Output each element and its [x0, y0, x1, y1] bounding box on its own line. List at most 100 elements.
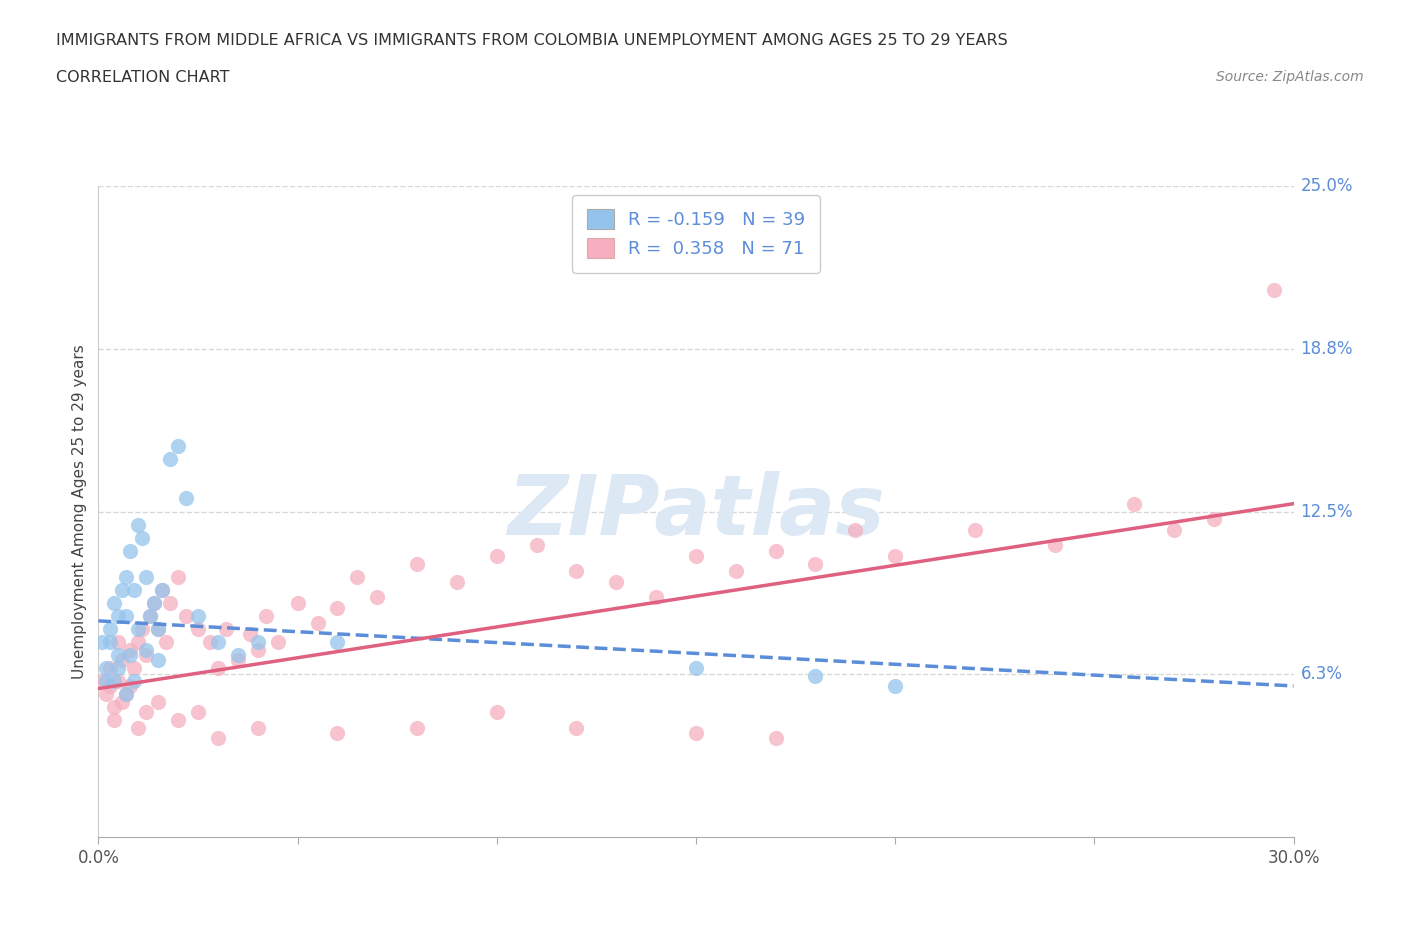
- Point: [198, 634, 221, 649]
- Point: [148, 621, 170, 636]
- Point: [1123, 497, 1146, 512]
- Point: [187, 705, 209, 720]
- Point: [239, 627, 262, 642]
- Point: [406, 556, 429, 571]
- Text: ZIPatlas: ZIPatlas: [508, 471, 884, 552]
- Text: 12.5%: 12.5%: [1301, 502, 1353, 521]
- Point: [111, 694, 134, 709]
- Text: IMMIGRANTS FROM MIDDLE AFRICA VS IMMIGRANTS FROM COLOMBIA UNEMPLOYMENT AMONG AGE: IMMIGRANTS FROM MIDDLE AFRICA VS IMMIGRA…: [56, 33, 1008, 47]
- Point: [96, 660, 118, 675]
- Point: [804, 556, 827, 571]
- Point: [148, 621, 170, 636]
- Point: [127, 517, 149, 532]
- Point: [765, 731, 787, 746]
- Point: [207, 660, 229, 675]
- Point: [143, 595, 166, 610]
- Point: [254, 608, 277, 623]
- Point: [124, 582, 146, 597]
- Text: 6.3%: 6.3%: [1301, 665, 1343, 684]
- Point: [124, 660, 146, 675]
- Point: [115, 608, 138, 623]
- Point: [107, 673, 129, 688]
- Point: [98, 634, 122, 649]
- Point: [135, 705, 157, 720]
- Point: [1263, 283, 1285, 298]
- Point: [148, 694, 170, 709]
- Point: [159, 452, 181, 467]
- Point: [366, 590, 388, 604]
- Point: [485, 549, 508, 564]
- Point: [98, 679, 122, 694]
- Point: [131, 621, 153, 636]
- Point: [884, 679, 907, 694]
- Point: [526, 538, 548, 552]
- Point: [246, 642, 269, 657]
- Point: [1202, 512, 1225, 526]
- Point: [148, 653, 170, 668]
- Point: [135, 569, 157, 584]
- Point: [307, 616, 329, 631]
- Point: [91, 673, 114, 688]
- Point: [120, 543, 142, 558]
- Point: [135, 642, 157, 657]
- Text: Source: ZipAtlas.com: Source: ZipAtlas.com: [1216, 70, 1364, 84]
- Point: [107, 634, 129, 649]
- Point: [127, 621, 149, 636]
- Point: [446, 575, 468, 590]
- Point: [565, 720, 588, 735]
- Point: [226, 653, 249, 668]
- Point: [884, 549, 907, 564]
- Point: [120, 647, 142, 662]
- Point: [98, 660, 122, 675]
- Point: [91, 634, 114, 649]
- Point: [485, 705, 508, 720]
- Point: [120, 679, 142, 694]
- Point: [107, 608, 129, 623]
- Point: [406, 720, 429, 735]
- Point: [226, 647, 249, 662]
- Point: [103, 673, 125, 688]
- Point: [167, 712, 190, 727]
- Point: [120, 642, 142, 657]
- Point: [167, 569, 190, 584]
- Point: [127, 720, 149, 735]
- Point: [207, 731, 229, 746]
- Point: [96, 686, 118, 701]
- Legend: R = -0.159   N = 39, R =  0.358   N = 71: R = -0.159 N = 39, R = 0.358 N = 71: [572, 195, 820, 272]
- Point: [155, 634, 177, 649]
- Point: [115, 686, 138, 701]
- Point: [98, 621, 122, 636]
- Point: [103, 699, 125, 714]
- Point: [246, 720, 269, 735]
- Point: [215, 621, 238, 636]
- Point: [150, 582, 173, 597]
- Point: [765, 543, 787, 558]
- Point: [159, 595, 181, 610]
- Y-axis label: Unemployment Among Ages 25 to 29 years: Unemployment Among Ages 25 to 29 years: [72, 344, 87, 679]
- Point: [131, 530, 153, 545]
- Point: [124, 673, 146, 688]
- Point: [127, 634, 149, 649]
- Point: [326, 725, 349, 740]
- Point: [174, 608, 197, 623]
- Point: [645, 590, 668, 604]
- Point: [326, 601, 349, 616]
- Point: [246, 634, 269, 649]
- Point: [115, 569, 138, 584]
- Point: [143, 595, 166, 610]
- Point: [724, 564, 747, 578]
- Point: [103, 712, 125, 727]
- Point: [267, 634, 290, 649]
- Point: [605, 575, 627, 590]
- Point: [167, 439, 190, 454]
- Point: [187, 621, 209, 636]
- Point: [1043, 538, 1066, 552]
- Text: CORRELATION CHART: CORRELATION CHART: [56, 70, 229, 85]
- Point: [103, 595, 125, 610]
- Point: [844, 523, 866, 538]
- Point: [565, 564, 588, 578]
- Point: [326, 634, 349, 649]
- Point: [804, 668, 827, 683]
- Point: [187, 608, 209, 623]
- Point: [685, 660, 707, 675]
